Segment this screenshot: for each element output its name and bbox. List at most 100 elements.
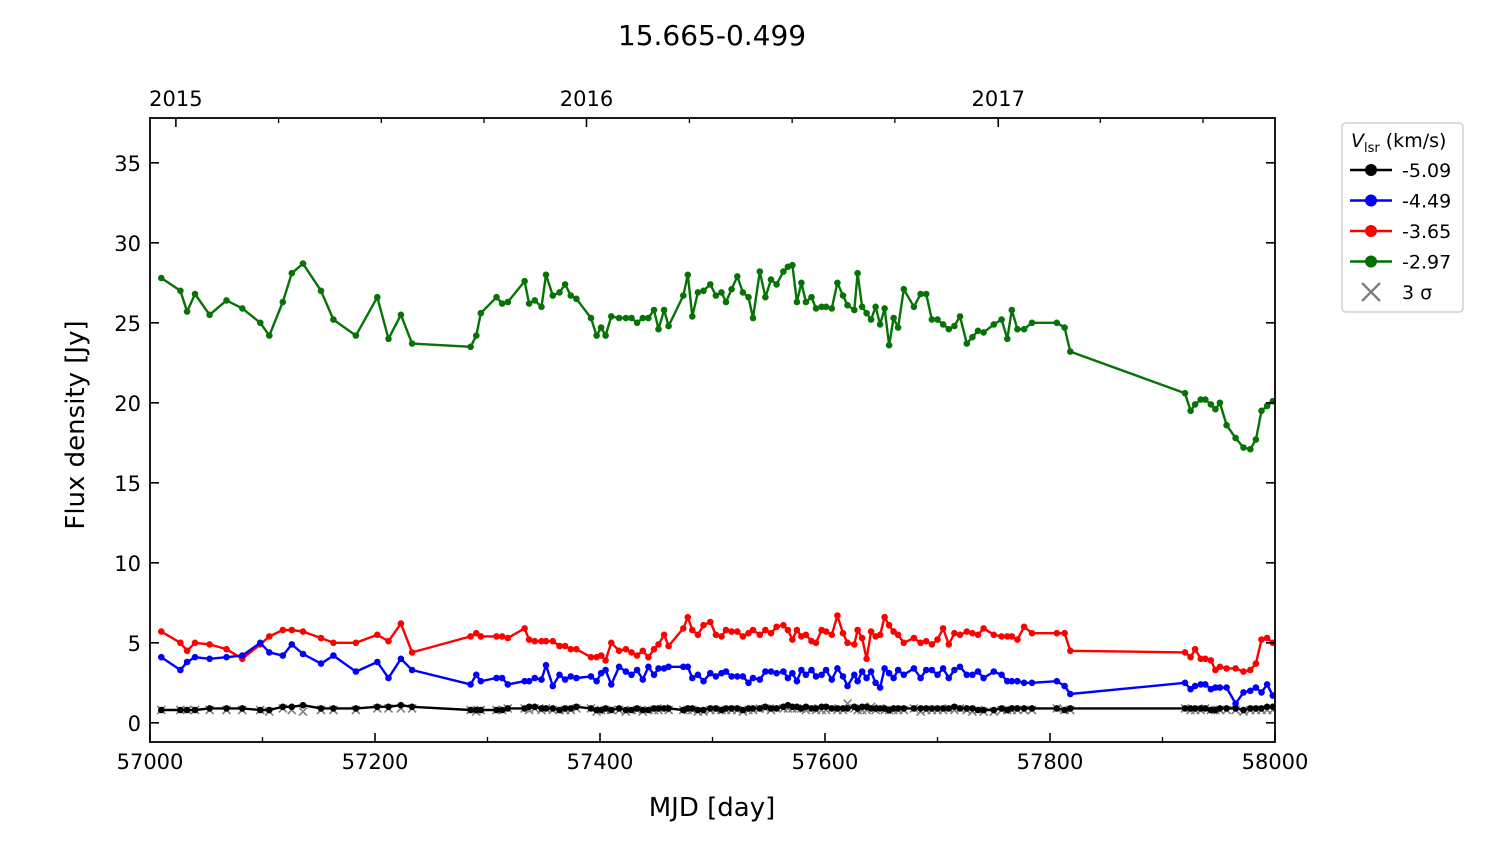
data-point--2.97: [1067, 348, 1074, 355]
data-point--4.49: [834, 665, 841, 672]
data-point--3.65: [1061, 629, 1068, 637]
data-point--5.09: [1020, 705, 1028, 712]
data-point--4.49: [498, 674, 506, 682]
data-point--2.97: [1216, 399, 1224, 407]
data-point--2.97: [834, 279, 841, 287]
y-tick-label: 15: [114, 472, 141, 496]
data-point--2.97: [773, 281, 780, 288]
data-point--4.49: [722, 668, 730, 675]
data-point--2.97: [780, 268, 787, 275]
data-point--2.97: [689, 313, 696, 320]
data-point--3.65: [734, 628, 741, 635]
data-point--4.49: [712, 673, 720, 680]
data-point--4.49: [773, 669, 780, 677]
data-point--5.09: [608, 706, 615, 714]
data-point--2.97: [608, 313, 615, 320]
y-tick-label: 5: [128, 632, 141, 656]
data-point--4.49: [910, 665, 918, 672]
data-point--2.97: [299, 260, 307, 267]
data-point--4.49: [177, 666, 184, 674]
data-point--4.49: [969, 671, 976, 679]
data-point--5.09: [712, 705, 720, 712]
y-tick-label: 20: [114, 392, 141, 416]
data-point--2.97: [498, 300, 506, 307]
data-point--3.65: [851, 641, 858, 648]
data-point--5.09: [567, 705, 575, 712]
data-point--3.65: [158, 628, 165, 635]
data-point--3.65: [881, 613, 888, 621]
data-point--5.09: [352, 705, 360, 712]
data-point--2.97: [665, 322, 672, 330]
data-point--3.65: [980, 625, 987, 632]
data-point--2.97: [593, 332, 600, 339]
data-point--2.97: [1232, 434, 1239, 442]
data-point--3.65: [279, 626, 287, 634]
data-point--4.49: [945, 674, 953, 682]
data-point--2.97: [567, 292, 575, 299]
data-point--4.49: [639, 676, 647, 683]
data-point--3.65: [1258, 636, 1265, 643]
data-point--4.49: [385, 674, 392, 682]
data-point--4.49: [881, 665, 888, 672]
data-point--5.09: [587, 705, 595, 712]
data-point--3.65: [615, 647, 623, 655]
data-point--5.09: [477, 706, 485, 714]
data-point--4.49: [615, 663, 623, 671]
data-point--4.49: [808, 666, 815, 674]
data-point--3.65: [707, 618, 714, 626]
data-point--4.49: [1258, 689, 1265, 696]
data-point--5.09: [694, 706, 702, 714]
data-point--2.97: [266, 332, 273, 339]
data-point--5.09: [1028, 705, 1036, 712]
data-point--3.65: [712, 631, 720, 639]
data-point--4.49: [493, 674, 500, 682]
data-point--4.49: [266, 649, 273, 656]
data-point--2.97: [822, 303, 830, 311]
data-point--3.65: [467, 633, 474, 640]
data-point--2.97: [206, 311, 213, 319]
data-point--2.97: [700, 287, 707, 295]
data-point--5.09: [963, 705, 971, 712]
data-point--3.65: [867, 628, 875, 635]
data-point--2.97: [374, 293, 381, 301]
data-point--5.09: [206, 705, 213, 712]
data-point--5.09: [822, 703, 830, 711]
data-point--3.65: [1191, 645, 1199, 653]
data-point--3.65: [689, 626, 696, 634]
data-point--2.97: [655, 325, 662, 333]
data-point--2.97: [1014, 325, 1021, 333]
data-point--3.65: [1008, 633, 1016, 640]
data-point--4.49: [504, 681, 512, 688]
data-point--4.49: [839, 673, 847, 680]
data-point--3.65: [718, 633, 725, 640]
y-tick-label: 25: [114, 312, 141, 336]
data-point--3.65: [223, 645, 230, 653]
data-point--3.65: [567, 645, 575, 653]
data-point--5.09: [397, 701, 405, 709]
data-point--2.97: [1240, 444, 1247, 451]
data-point--2.97: [998, 316, 1005, 323]
data-point--3.65: [963, 628, 971, 635]
data-point--4.49: [700, 677, 707, 685]
data-point--4.49: [549, 682, 557, 690]
data-point--2.97: [615, 314, 623, 322]
data-point--2.97: [602, 332, 609, 339]
data-point--4.49: [980, 674, 987, 682]
legend-label: -3.65: [1402, 221, 1451, 243]
data-point--3.65: [910, 634, 918, 642]
data-point--5.09: [655, 705, 662, 712]
data-point--4.49: [928, 666, 936, 674]
data-point--2.97: [1187, 407, 1194, 415]
data-point--2.97: [684, 271, 692, 279]
data-point--4.49: [1067, 690, 1074, 698]
data-point--3.65: [542, 637, 550, 645]
data-point--4.49: [872, 679, 879, 687]
data-point--5.09: [602, 705, 609, 712]
data-point--3.65: [177, 639, 184, 647]
data-point--4.49: [863, 674, 870, 682]
data-point--5.09: [633, 705, 641, 712]
data-point--4.49: [793, 677, 801, 685]
data-point--2.97: [963, 340, 971, 347]
data-point--3.65: [191, 639, 199, 647]
